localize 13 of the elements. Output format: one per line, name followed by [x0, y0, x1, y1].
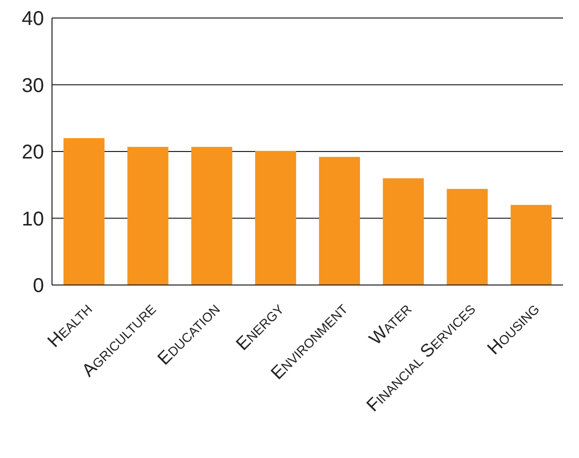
bar — [382, 178, 424, 285]
y-tick-label: 20 — [22, 142, 44, 164]
bar — [127, 146, 168, 285]
bar — [446, 188, 488, 285]
y-tick-label: 10 — [22, 208, 44, 230]
y-tick-label: 30 — [22, 74, 44, 97]
bar — [191, 146, 232, 285]
y-tick-label: 40 — [22, 8, 44, 30]
bar — [510, 204, 552, 285]
y-tick-label: 0 — [32, 275, 44, 298]
bar — [319, 156, 360, 285]
bar — [64, 138, 104, 285]
bar — [255, 150, 296, 285]
